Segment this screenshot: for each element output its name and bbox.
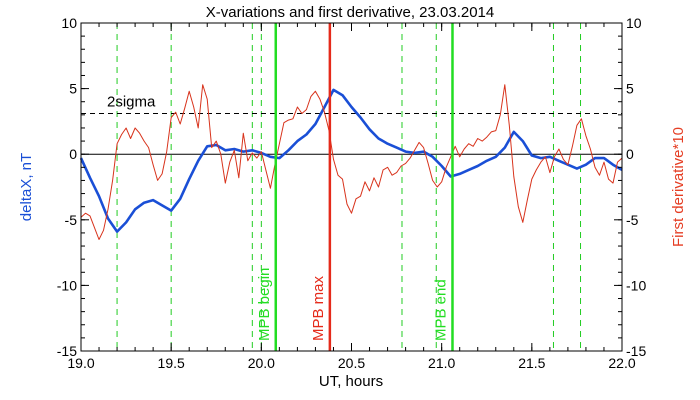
plot-series <box>79 84 623 240</box>
y-tick-label-right: 0 <box>626 146 634 162</box>
y-tick-label-left: -5 <box>65 212 78 228</box>
derivative-series-line <box>80 84 623 240</box>
threshold-label: 2sigma <box>107 94 156 111</box>
axes: 19.0 19.5 20.0 20.5 21.0 21.5 22.0 10 10 5 5 0 0 -5 -5… <box>57 15 647 371</box>
x-axis-label: UT, hours <box>319 373 383 390</box>
x-tick-label: 19.0 <box>67 355 94 371</box>
deltax-series-line <box>79 88 623 233</box>
mpb-begin-label: MPB begin <box>256 268 273 341</box>
x-tick-label: 21.0 <box>428 355 455 371</box>
mpb-end-label: MPB end <box>432 279 449 341</box>
y-tick-label-right: -10 <box>626 277 646 293</box>
y-axis-label-left: deltaX, nT <box>18 153 35 221</box>
y-tick-label-right: -15 <box>626 343 646 359</box>
chart-title: X-variations and first derivative, 23.03… <box>206 4 495 21</box>
y-tick-label-left: 10 <box>61 15 77 31</box>
y-tick-label-left: 5 <box>69 81 77 97</box>
y-tick-label-left: 0 <box>69 146 77 162</box>
x-tick-label: 20.5 <box>338 355 365 371</box>
y-tick-label-right: 10 <box>626 15 642 31</box>
x-tick-label: 20.0 <box>248 355 275 371</box>
y-tick-label-right: -5 <box>626 212 639 228</box>
mpb-markers: MPB begin MPB max MPB end <box>256 23 454 351</box>
y-tick-label-left: -15 <box>57 343 77 359</box>
x-tick-label: 21.5 <box>518 355 545 371</box>
y-tick-label-left: -10 <box>57 277 77 293</box>
y-tick-label-right: 5 <box>626 81 634 97</box>
mpb-max-label: MPB max <box>310 275 327 341</box>
y-axis-label-right: First derivative*10 <box>670 127 687 247</box>
x-tick-label: 19.5 <box>158 355 185 371</box>
x-tick-label: 22.0 <box>608 355 635 371</box>
